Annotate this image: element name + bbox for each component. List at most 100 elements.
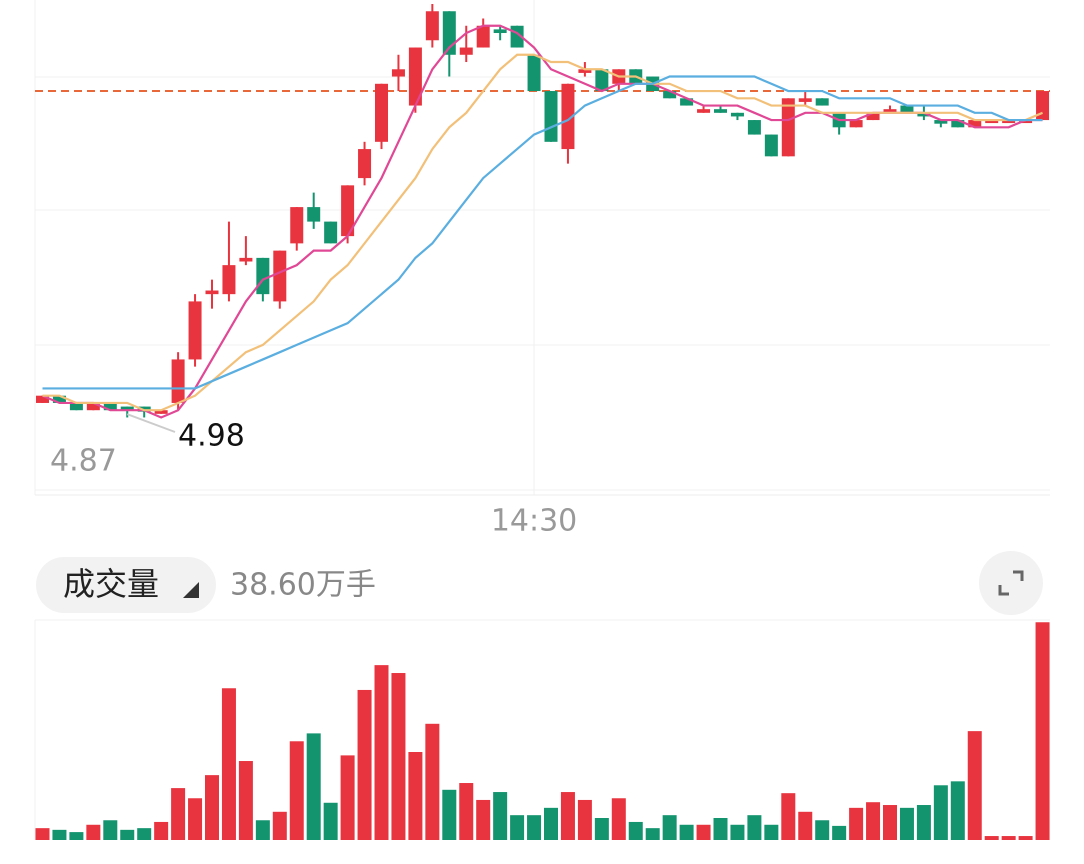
volume-bar — [544, 807, 558, 840]
volume-bar — [154, 821, 169, 840]
volume-bar — [611, 798, 626, 840]
volume-bar — [916, 805, 931, 840]
volume-bar — [391, 673, 406, 840]
candle-body — [714, 109, 727, 113]
candle-body — [1002, 120, 1016, 124]
volume-bar — [238, 761, 253, 840]
volume-bar — [1035, 622, 1050, 840]
dropdown-icon — [183, 582, 199, 598]
candle-body — [663, 91, 677, 99]
volume-bar — [357, 689, 372, 840]
candle-body — [968, 120, 982, 128]
candle-body — [798, 98, 812, 102]
volume-bar — [899, 807, 914, 840]
volume-selector[interactable] — [36, 557, 216, 613]
volume-bar — [188, 798, 203, 840]
candle-body — [934, 120, 948, 124]
volume-bar — [221, 688, 236, 840]
volume-bar — [340, 755, 355, 840]
candle-body — [578, 69, 592, 73]
candle-body — [408, 47, 422, 106]
volume-bar — [510, 815, 525, 840]
candle-body — [273, 250, 287, 302]
volume-bar — [679, 824, 694, 840]
expand-button[interactable] — [979, 551, 1043, 615]
volume-bar — [967, 731, 982, 840]
candle-body — [256, 257, 270, 295]
volume-bar — [527, 815, 542, 840]
volume-bar — [764, 824, 779, 840]
volume-bar — [798, 811, 813, 840]
volume-bar — [306, 733, 321, 840]
volume-bar — [696, 824, 711, 840]
volume-bar — [883, 805, 897, 840]
volume-bar — [52, 829, 67, 840]
candle-body — [358, 149, 372, 179]
volume-bar — [645, 828, 660, 840]
y-tick-label: 4.87 — [50, 444, 117, 479]
candle-body — [154, 410, 168, 414]
candle-body — [544, 91, 558, 142]
candle-body — [917, 112, 931, 117]
candle-body — [985, 120, 999, 124]
volume-bar — [866, 802, 881, 840]
candle-body — [171, 359, 185, 403]
candle-body — [849, 120, 863, 128]
candle-body — [815, 98, 829, 106]
volume-bar — [662, 815, 677, 840]
volume-bar — [103, 820, 118, 840]
volume-value: 38.60万手 — [230, 568, 376, 603]
ma-line — [42, 75, 1043, 390]
x-tick-label: 14:30 — [491, 504, 577, 539]
volume-bar — [137, 828, 152, 840]
volume-bar — [86, 824, 101, 840]
candle-body — [375, 83, 388, 142]
low-marker-label: 4.98 — [178, 419, 245, 454]
candle-body — [69, 402, 83, 411]
candle-body — [120, 406, 134, 411]
volume-bar — [984, 836, 999, 840]
volume-bar — [577, 799, 592, 840]
candle-body — [188, 301, 202, 360]
volume-bar — [255, 820, 270, 840]
candle-body — [476, 25, 490, 48]
volume-bar — [374, 665, 389, 840]
candle-body — [900, 105, 914, 113]
volume-bar — [594, 818, 609, 840]
candle-body — [764, 134, 778, 157]
volume-bar — [35, 828, 50, 840]
volume-bar — [120, 829, 135, 840]
volume-bar — [171, 788, 186, 840]
volume-bar — [205, 775, 219, 840]
candle-body — [239, 257, 253, 262]
volume-bar — [323, 802, 338, 840]
candle-body — [205, 290, 219, 295]
volume-bar — [560, 792, 575, 840]
volume-bar — [408, 752, 423, 840]
candle-body — [425, 11, 439, 41]
candle-body — [1019, 120, 1033, 124]
candle-body — [561, 83, 575, 150]
volume-bar — [272, 811, 287, 840]
volume-bar — [442, 789, 457, 840]
candle-body — [680, 98, 694, 106]
candle-body — [222, 265, 236, 295]
candle-body — [1036, 91, 1050, 121]
low-marker-line — [126, 413, 176, 433]
volume-bar — [849, 807, 864, 840]
candle-body — [883, 109, 897, 113]
volume-bar — [832, 825, 847, 840]
candle-body — [391, 69, 405, 77]
expand-icon — [998, 570, 1024, 596]
volume-bar — [425, 723, 440, 840]
candle-body — [341, 185, 355, 237]
candle-body — [697, 109, 711, 113]
volume-bar — [1018, 836, 1033, 840]
volume-bar — [781, 793, 796, 840]
volume-bar — [730, 824, 745, 840]
candle-body — [866, 112, 880, 121]
candle-body — [730, 112, 744, 117]
volume-bar — [459, 783, 474, 840]
volume-bar — [628, 821, 643, 840]
volume-bar — [69, 832, 84, 840]
